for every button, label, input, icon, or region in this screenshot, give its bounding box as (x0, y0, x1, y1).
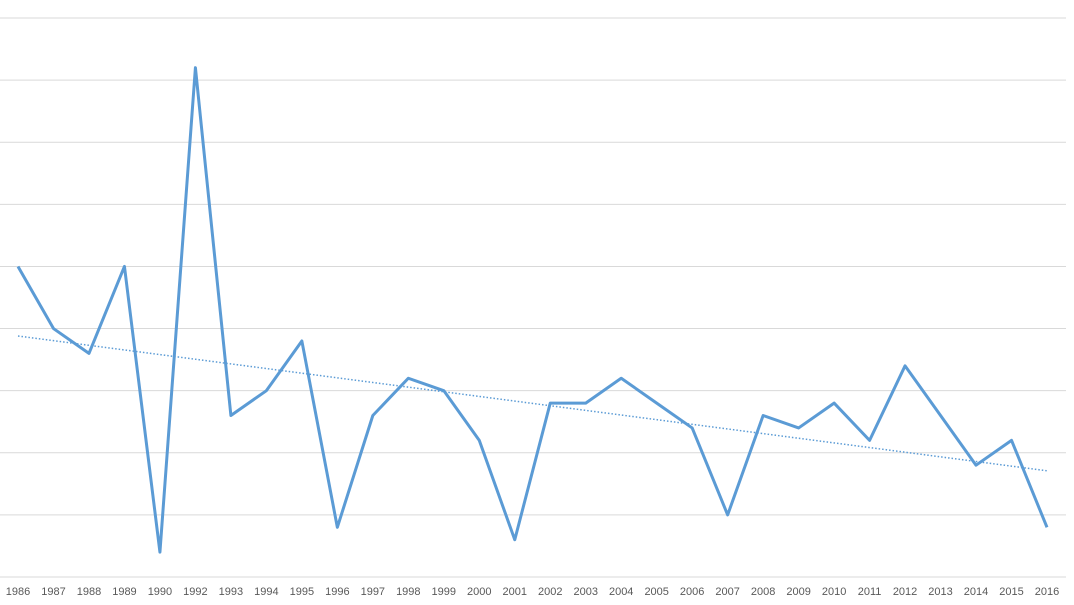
x-tick-label: 2005 (644, 586, 668, 598)
x-tick-label: 1989 (112, 586, 136, 598)
x-tick-label: 2006 (680, 586, 704, 598)
x-tick-label: 2007 (715, 586, 739, 598)
x-tick-label: 2008 (751, 586, 775, 598)
x-tick-label: 1988 (77, 586, 101, 598)
x-tick-label: 1996 (325, 586, 349, 598)
x-tick-label: 1999 (432, 586, 456, 598)
x-tick-label: 1994 (254, 586, 278, 598)
x-tick-label: 2009 (786, 586, 810, 598)
x-tick-label: 2001 (503, 586, 527, 598)
x-tick-label: 2014 (964, 586, 988, 598)
x-tick-label: 1997 (361, 586, 385, 598)
x-tick-label: 2012 (893, 586, 917, 598)
x-tick-label: 2016 (1035, 586, 1059, 598)
x-tick-label: 2011 (858, 586, 882, 598)
x-tick-label: 1986 (6, 586, 30, 598)
line-series (16, 66, 1049, 554)
x-tick-label: 1987 (41, 586, 65, 598)
x-tick-label: 1990 (148, 586, 172, 598)
x-tick-label: 2000 (467, 586, 491, 598)
x-tick-label: 2010 (822, 586, 846, 598)
x-tick-label: 2004 (609, 586, 633, 598)
x-tick-label: 2015 (999, 586, 1023, 598)
x-tick-label: 1995 (290, 586, 314, 598)
x-tick-label: 2013 (928, 586, 952, 598)
x-tick-label: 1998 (396, 586, 420, 598)
x-tick-label: 2002 (538, 586, 562, 598)
x-tick-label: 1993 (219, 586, 243, 598)
x-tick-label: 1992 (183, 586, 207, 598)
x-tick-label: 2003 (573, 586, 597, 598)
trend-line (17, 335, 1048, 472)
